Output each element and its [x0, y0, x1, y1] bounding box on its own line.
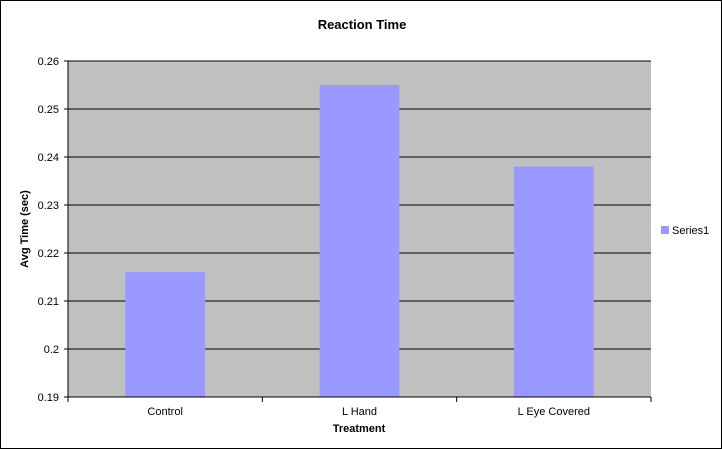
bar — [319, 85, 400, 397]
y-tick-label: 0.2 — [44, 344, 59, 356]
y-tick-label: 0.23 — [38, 200, 59, 212]
y-axis-title: Avg Time (sec) — [19, 190, 31, 268]
x-tick-label: L Eye Covered — [518, 406, 590, 418]
bar — [513, 166, 594, 397]
chart-title: Reaction Time — [318, 17, 407, 32]
y-axis: 0.19 0.2 0.21 0.22 0.23 0.24 0.25 0.26 — [38, 56, 69, 404]
x-axis: Control L Hand L Eye Covered — [67, 396, 652, 418]
bars — [125, 85, 594, 397]
y-tick-label: 0.21 — [38, 296, 59, 308]
x-tick-label: L Hand — [342, 406, 377, 418]
y-tick-label: 0.25 — [38, 104, 59, 116]
y-tick-label: 0.24 — [38, 152, 59, 164]
legend: Series1 — [661, 225, 709, 237]
y-tick-label: 0.26 — [38, 56, 59, 68]
x-axis-title: Treatment — [333, 423, 386, 435]
legend-swatch — [661, 226, 669, 234]
legend-label: Series1 — [672, 225, 709, 237]
x-tick-label: Control — [147, 406, 182, 418]
y-tick-label: 0.22 — [38, 248, 59, 260]
bar — [125, 272, 206, 397]
y-tick-label: 0.19 — [38, 392, 59, 404]
